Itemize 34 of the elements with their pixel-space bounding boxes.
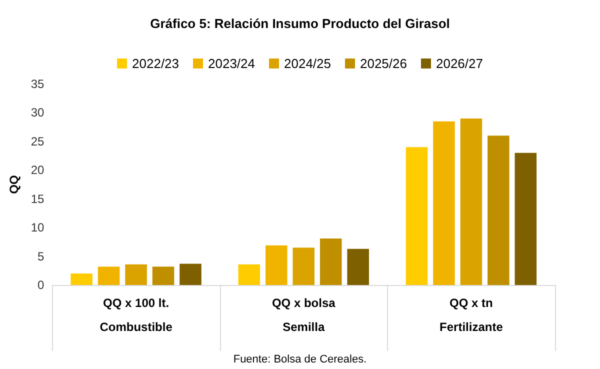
y-tick-label: 20	[30, 163, 45, 178]
bar	[320, 238, 342, 285]
bar	[238, 264, 260, 285]
y-tick-label: 35	[30, 77, 45, 91]
bar	[180, 264, 202, 285]
y-tick-label: 0	[38, 278, 45, 292]
source-note: Fuente: Bolsa de Cereales.	[233, 354, 367, 366]
x-tick-label: QQ x bolsa Semilla	[272, 296, 336, 334]
y-tick-label: 15	[30, 192, 45, 206]
bar	[125, 264, 147, 285]
legend-label: 2023/24	[208, 56, 256, 71]
x-tick-label: QQ x tn Fertilizante	[440, 296, 504, 334]
bar	[460, 118, 482, 285]
bar	[406, 147, 428, 285]
legend-label: 2022/23	[132, 56, 180, 71]
y-tick-label: 10	[30, 220, 45, 235]
y-axis-title: QQ	[7, 175, 21, 194]
bar	[70, 274, 92, 285]
y-tick-label: 5	[38, 249, 45, 264]
y-tick-label: 25	[30, 134, 45, 148]
legend-label: 2024/25	[284, 56, 332, 71]
legend-label: 2025/26	[360, 56, 407, 71]
y-tick-label: 30	[30, 106, 45, 120]
chart-title: Gráfico 5: Relación Insumo Producto del Girasol	[150, 16, 450, 31]
bar	[433, 121, 455, 285]
legend-label: 2026/27	[436, 56, 483, 71]
bar	[488, 136, 510, 285]
bar	[292, 248, 315, 285]
bar	[266, 245, 288, 285]
bar	[152, 266, 174, 285]
bar	[98, 266, 120, 285]
x-tick-label: QQ x 100 lt. Combustible	[100, 296, 173, 334]
bar	[347, 248, 369, 285]
bar	[514, 152, 537, 285]
